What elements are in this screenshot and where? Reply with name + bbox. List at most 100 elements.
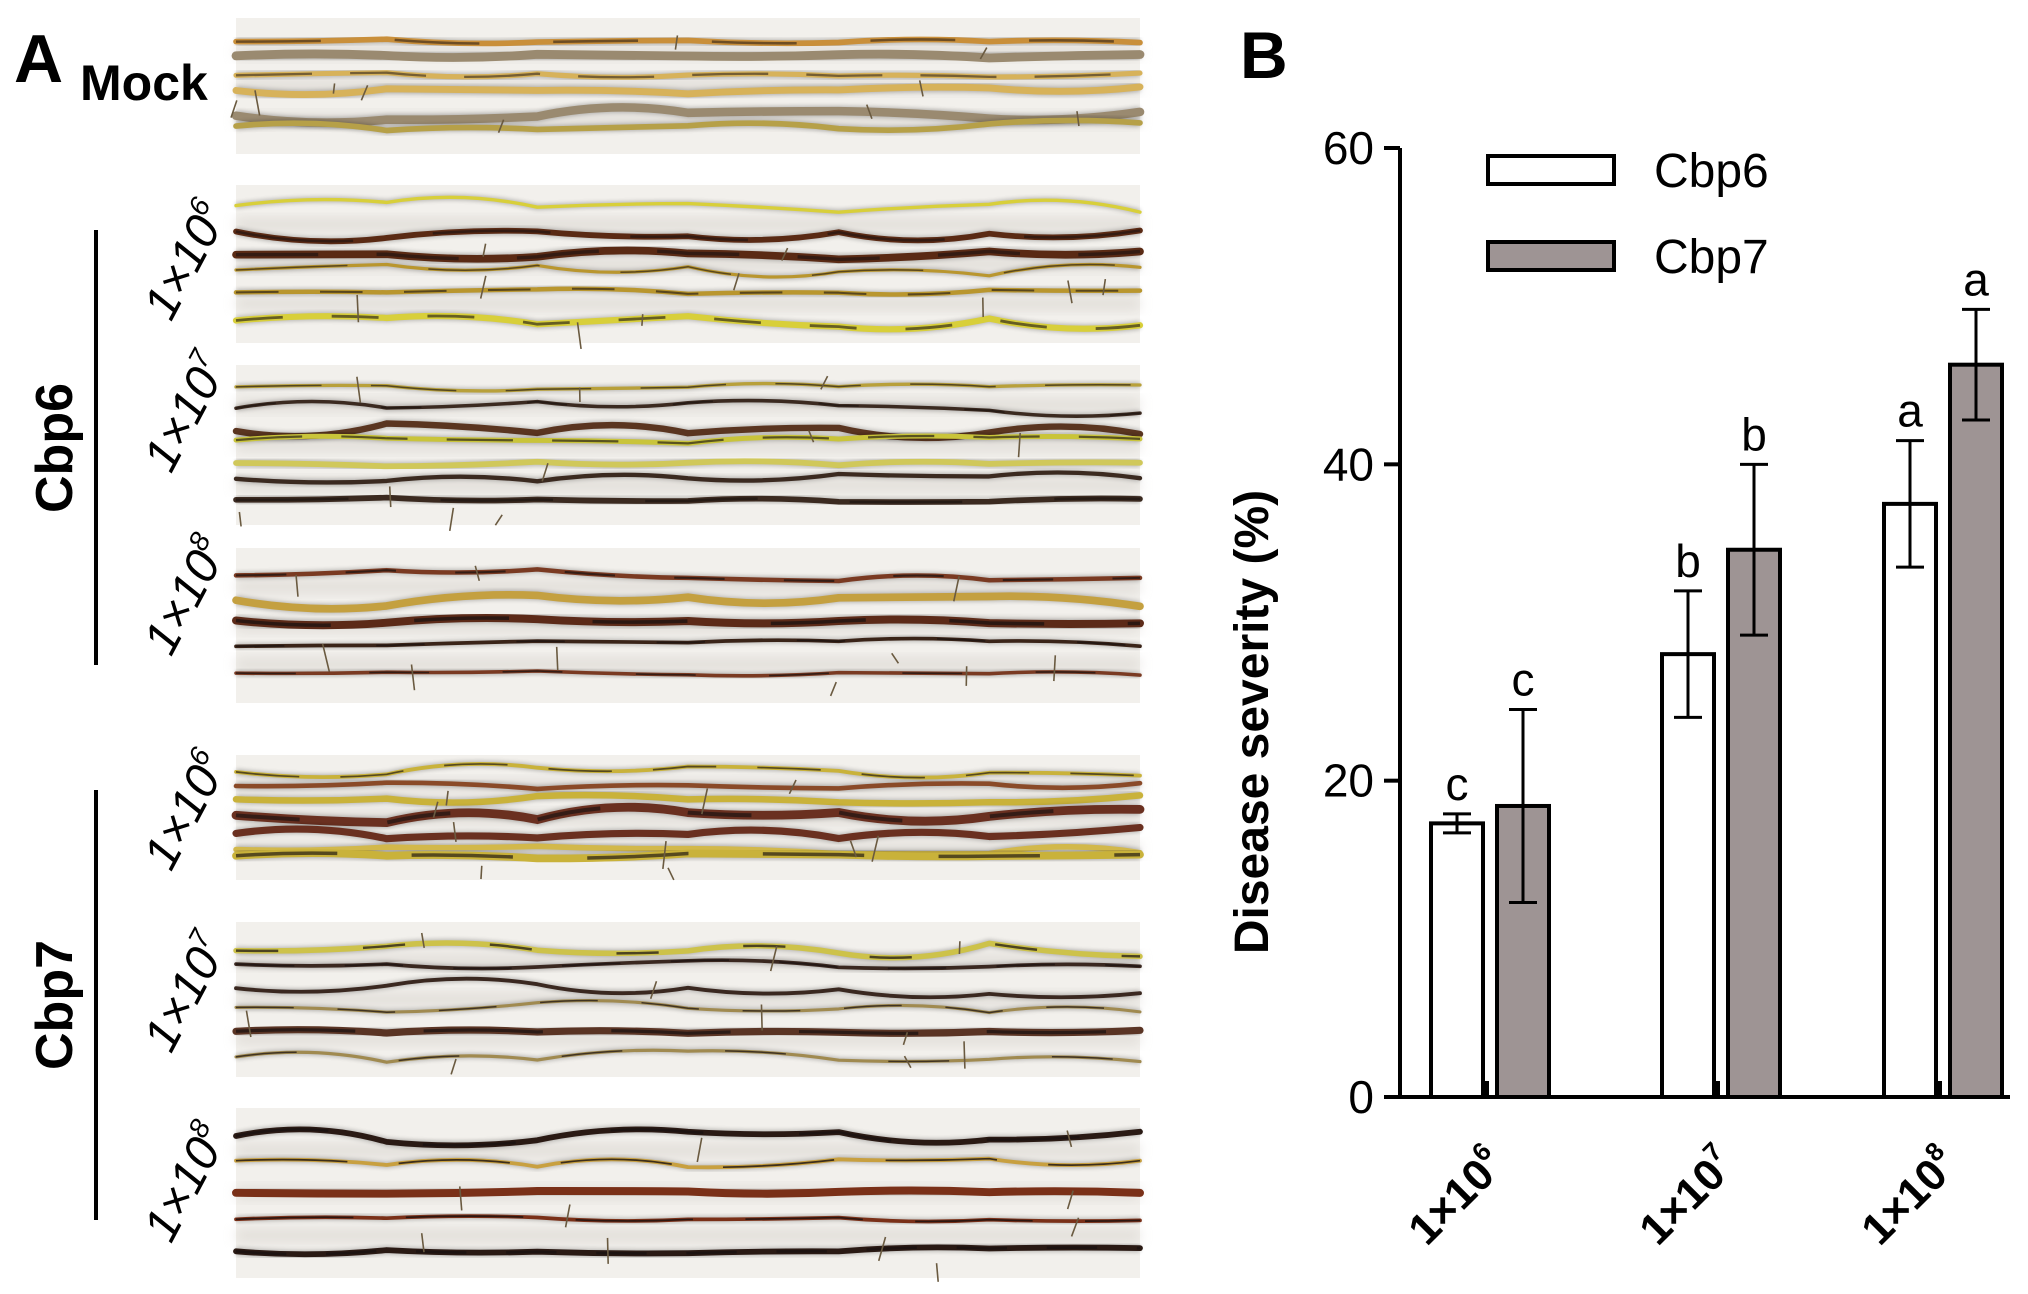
rootlet [641, 314, 644, 326]
rootlet [497, 119, 505, 133]
rootlet [871, 835, 880, 862]
rootlet [732, 273, 740, 291]
root-lesion [235, 763, 1141, 779]
rootlet [902, 1032, 909, 1046]
x-tick-label: 1×108 [1849, 1136, 1967, 1254]
concentration-label: 1×106 [131, 192, 239, 328]
root-strip [232, 185, 1144, 350]
root-lesion [235, 1157, 1141, 1169]
y-tick-label: 40 [1323, 438, 1374, 490]
rootlet [1070, 1217, 1080, 1237]
root [232, 791, 1144, 807]
root-lesion [235, 941, 1141, 960]
bars: c b a c b a [1429, 253, 2004, 1100]
root-lesion [235, 263, 1141, 278]
x-axis: 1×106 1×107 1×108 [1399, 1081, 2010, 1254]
strip-shadow [236, 658, 1140, 671]
root-lesion [235, 959, 1141, 970]
root-lesion [235, 568, 1141, 583]
bar-cbp7 [1948, 362, 2004, 1099]
root-strip [232, 922, 1144, 1077]
root-strip [231, 755, 1145, 881]
legend-label: Cbp6 [1654, 145, 1769, 198]
rootlet [494, 514, 503, 526]
strip-shadow [236, 580, 1140, 593]
rootlet [450, 1058, 457, 1075]
root [233, 470, 1143, 485]
rootlet [829, 681, 837, 697]
root [231, 49, 1145, 63]
rootlet [230, 100, 238, 118]
rootlet [903, 1055, 912, 1069]
root [232, 591, 1144, 613]
rootlet [1102, 278, 1107, 296]
root-lesion [235, 616, 1141, 628]
rootlet [891, 652, 900, 664]
rootlet [480, 865, 483, 880]
root [234, 976, 1142, 1000]
root-lesion [235, 1215, 1141, 1223]
concentration-label: 1×107 [131, 343, 239, 480]
root [232, 1186, 1144, 1198]
root-strip [232, 1108, 1144, 1282]
y-axis-label: Disease severity (%) [1226, 490, 1279, 954]
rootlet [1053, 655, 1057, 682]
root-photo-strips [230, 18, 1145, 1282]
rootlet [356, 294, 360, 323]
root-lesion [235, 434, 1141, 445]
root-lesion [235, 670, 1141, 677]
rootlet [564, 1204, 571, 1228]
root-lesion [235, 805, 1141, 825]
rootlet [667, 867, 675, 881]
rootlet [1076, 111, 1080, 127]
concentration-base: 1×10 [134, 1129, 232, 1250]
concentration-label: 1×108 [131, 527, 239, 663]
significance-letter: a [1897, 385, 1923, 437]
rootlet [935, 1263, 939, 1282]
root-strip [232, 548, 1144, 703]
bar-cbp6 [1429, 821, 1485, 1099]
rootlet [555, 646, 559, 671]
rootlet [482, 243, 487, 257]
rootlet [849, 840, 858, 858]
root [234, 195, 1142, 214]
rootlet [541, 463, 549, 482]
cbp6-group-label: Cbp6 [26, 383, 84, 513]
rootlet [410, 664, 416, 691]
concentration-labels: 1×106 1×107 1×108 1×106 1×107 1×108 [131, 192, 239, 1250]
rootlet [448, 507, 455, 531]
rootlet [769, 946, 778, 972]
concentration-base: 1×10 [134, 542, 232, 663]
concentration-label: 1×107 [131, 923, 239, 1060]
root-lesion [235, 287, 1141, 296]
y-tick-label: 60 [1323, 122, 1374, 174]
rootlet [420, 1233, 425, 1253]
rootlet [295, 574, 299, 597]
rootlet [445, 790, 449, 806]
strip-shadow [236, 1144, 1140, 1157]
rootlet [388, 486, 392, 508]
concentration-label: 1×106 [131, 742, 239, 878]
concentration-base: 1×10 [134, 939, 232, 1060]
rootlet [356, 376, 362, 403]
bar-cbp6 [1660, 652, 1716, 1100]
rootlet [701, 788, 709, 815]
concentration-label: 1×108 [131, 1114, 239, 1250]
panel-a-letter: A [14, 21, 63, 97]
rootlet [238, 511, 242, 527]
significance-letter: c [1446, 758, 1469, 810]
concentration-base: 1×10 [134, 757, 232, 878]
legend-swatch [1486, 154, 1616, 186]
significance-letter: c [1512, 653, 1535, 705]
y-tick-label: 20 [1323, 755, 1374, 807]
legend-swatch [1486, 240, 1616, 272]
rootlet [254, 90, 261, 116]
root-lesion [235, 399, 1141, 417]
bar-cbp7 [1726, 547, 1782, 1099]
strip-shadow [236, 218, 1140, 231]
root-lesion [235, 1028, 1141, 1035]
rootlet [877, 1236, 887, 1262]
rootlet [332, 83, 336, 94]
rootlet [321, 643, 331, 672]
bar-cbp6 [1882, 501, 1938, 1099]
